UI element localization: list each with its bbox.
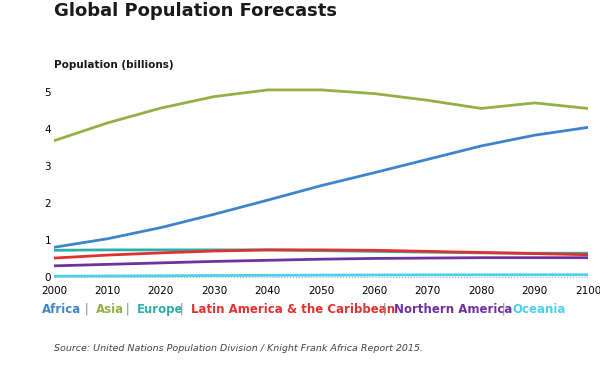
- Text: |: |: [379, 303, 391, 316]
- Text: Source: United Nations Population Division / Knight Frank Africa Report 2015.: Source: United Nations Population Divisi…: [54, 344, 423, 353]
- Text: Oceania: Oceania: [512, 303, 566, 316]
- Text: Latin America & the Caribbean: Latin America & the Caribbean: [191, 303, 395, 316]
- Text: Africa: Africa: [42, 303, 81, 316]
- Text: |: |: [81, 303, 92, 316]
- Text: Global Population Forecasts: Global Population Forecasts: [54, 2, 337, 20]
- Text: |: |: [122, 303, 133, 316]
- Text: Population (billions): Population (billions): [54, 60, 173, 70]
- Text: |: |: [497, 303, 509, 316]
- Text: Europe: Europe: [137, 303, 183, 316]
- Text: |: |: [176, 303, 187, 316]
- Text: Northern America: Northern America: [394, 303, 512, 316]
- Text: Asia: Asia: [96, 303, 124, 316]
